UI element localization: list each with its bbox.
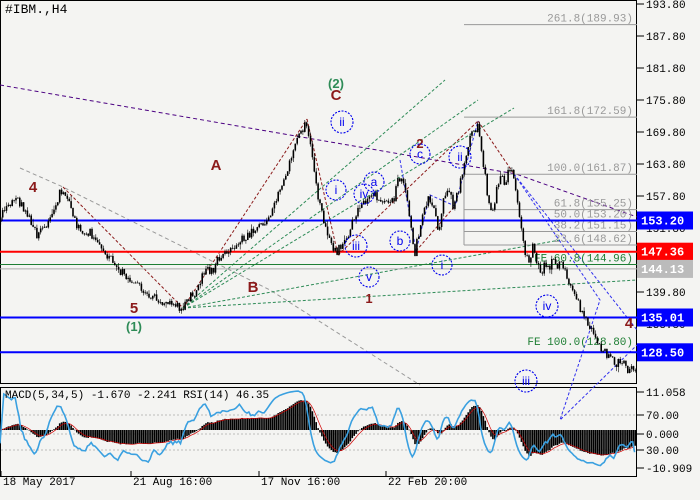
svg-text:ii: ii: [339, 115, 344, 129]
svg-text:139.80: 139.80: [646, 288, 686, 300]
svg-text:21 Aug 16:00: 21 Aug 16:00: [133, 477, 212, 489]
svg-text:C: C: [331, 87, 342, 104]
svg-text:181.80: 181.80: [646, 64, 686, 76]
svg-text:193.80: 193.80: [646, 0, 686, 12]
svg-text:0.000: 0.000: [646, 430, 679, 442]
svg-text:169.80: 169.80: [646, 128, 686, 140]
svg-text:5: 5: [130, 300, 138, 317]
svg-text:FE 100.0(128.80): FE 100.0(128.80): [527, 337, 633, 349]
svg-text:135.01: 135.01: [641, 312, 684, 326]
svg-text:-10.909: -10.909: [646, 464, 692, 476]
svg-text:175.80: 175.80: [646, 96, 686, 108]
svg-text:iv: iv: [543, 299, 552, 313]
svg-text:v: v: [366, 270, 372, 284]
svg-text:157.80: 157.80: [646, 192, 686, 204]
svg-text:(1): (1): [126, 319, 142, 334]
svg-text:17 Nov 16:00: 17 Nov 16:00: [261, 477, 340, 489]
svg-text:A: A: [211, 157, 222, 174]
svg-text:FE 60.8(144.96): FE 60.8(144.96): [534, 253, 633, 265]
svg-text:a: a: [371, 175, 378, 189]
svg-text:ii: ii: [457, 150, 462, 164]
svg-text:147.36: 147.36: [641, 246, 684, 260]
svg-text:4: 4: [29, 179, 38, 196]
svg-text:#IBM.,H4: #IBM.,H4: [5, 2, 68, 17]
svg-text:iii: iii: [352, 239, 360, 253]
svg-text:187.80: 187.80: [646, 32, 686, 44]
svg-text:4: 4: [625, 315, 634, 332]
svg-text:23.6(148.62): 23.6(148.62): [554, 234, 633, 246]
svg-text:144.13: 144.13: [641, 263, 684, 277]
svg-text:1: 1: [365, 291, 372, 306]
svg-text:38.2(151.15): 38.2(151.15): [554, 220, 633, 232]
svg-text:161.8(172.59): 161.8(172.59): [547, 106, 633, 118]
svg-text:100.0(161.87): 100.0(161.87): [547, 163, 633, 175]
svg-text:163.80: 163.80: [646, 160, 686, 172]
svg-text:iv: iv: [360, 187, 369, 201]
svg-text:30.00: 30.00: [646, 446, 679, 458]
svg-text:70.00: 70.00: [646, 411, 679, 423]
svg-text:c: c: [417, 147, 423, 161]
svg-text:22 Feb 20:00: 22 Feb 20:00: [388, 477, 467, 489]
svg-text:261.8(189.93): 261.8(189.93): [547, 14, 633, 26]
svg-text:MACD(5,34,5) -1.670 -2.241 RSI: MACD(5,34,5) -1.670 -2.241 RSI(14) 46.35: [5, 390, 269, 402]
svg-text:i: i: [441, 258, 444, 272]
svg-text:11.058: 11.058: [646, 388, 686, 400]
svg-text:B: B: [248, 279, 259, 296]
svg-text:i: i: [335, 183, 338, 197]
svg-text:iii: iii: [522, 374, 530, 388]
svg-text:128.50: 128.50: [641, 346, 684, 360]
svg-text:b: b: [397, 234, 404, 248]
svg-text:18 May 2017: 18 May 2017: [3, 477, 76, 489]
svg-text:153.20: 153.20: [641, 215, 684, 229]
